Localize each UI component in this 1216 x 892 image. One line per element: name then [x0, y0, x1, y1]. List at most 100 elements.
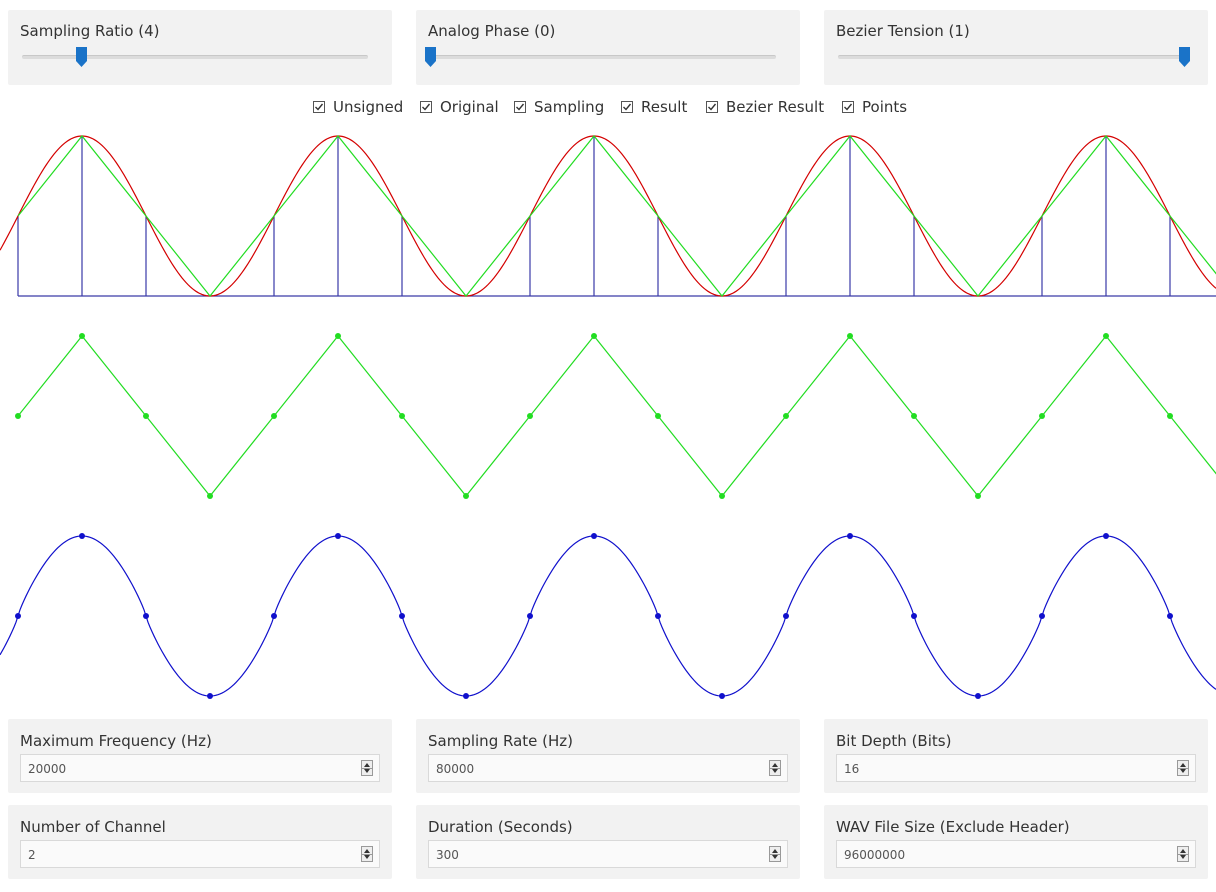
checkbox-unsigned[interactable]: Unsigned — [313, 96, 403, 118]
result-overlay-line — [17, 135, 1216, 297]
result-line — [17, 335, 1216, 497]
max-frequency-label: Maximum Frequency (Hz) — [20, 732, 212, 750]
result-point — [399, 413, 405, 419]
result-signal — [15, 333, 1216, 499]
wav-size-value: 96000000 — [844, 848, 906, 862]
result-point — [911, 413, 917, 419]
sampling-ratio-panel: Sampling Ratio (4) — [8, 10, 392, 85]
sampling-rate-label: Sampling Rate (Hz) — [428, 732, 573, 750]
max-frequency-input[interactable]: 20000 — [20, 754, 380, 782]
bezier-point — [527, 613, 533, 619]
result-point — [271, 413, 277, 419]
checkbox-original[interactable]: Original — [420, 96, 499, 118]
analog-phase-label: Analog Phase (0) — [428, 22, 556, 40]
max-frequency-panel: Maximum Frequency (Hz) 20000 — [8, 719, 392, 793]
spinner-arrows-icon[interactable] — [361, 846, 373, 862]
checkbox-bezier-result-label: Bezier Result — [726, 98, 825, 116]
checkbox-sampling-label: Sampling — [534, 98, 605, 116]
bezier-tension-label: Bezier Tension (1) — [836, 22, 970, 40]
bezier-point — [1103, 533, 1109, 539]
channels-label: Number of Channel — [20, 818, 166, 836]
checkbox-original-label: Original — [440, 98, 499, 116]
result-point — [655, 413, 661, 419]
result-point — [591, 333, 597, 339]
wav-size-panel: WAV File Size (Exclude Header) 96000000 — [824, 805, 1208, 879]
analog-phase-slider[interactable] — [425, 47, 776, 67]
bezier-point — [911, 613, 917, 619]
channels-value: 2 — [28, 848, 36, 862]
result-point — [719, 493, 725, 499]
duration-input[interactable]: 300 — [428, 840, 788, 868]
bezier-point — [1167, 613, 1173, 619]
bit-depth-label: Bit Depth (Bits) — [836, 732, 952, 750]
sampling-stems — [17, 136, 1216, 297]
display-options: Unsigned Original Sampling Result Bezier… — [0, 96, 1216, 118]
bezier-curve — [0, 535, 1216, 697]
bezier-point — [143, 613, 149, 619]
analog-phase-panel: Analog Phase (0) — [416, 10, 800, 85]
bit-depth-input[interactable]: 16 — [836, 754, 1196, 782]
result-point — [15, 413, 21, 419]
result-point — [463, 493, 469, 499]
bit-depth-value: 16 — [844, 762, 860, 776]
checkbox-bezier-result[interactable]: Bezier Result — [706, 96, 824, 118]
result-point — [143, 413, 149, 419]
bezier-point — [1039, 613, 1045, 619]
bezier-point — [399, 613, 405, 619]
bezier-tension-panel: Bezier Tension (1) — [824, 10, 1208, 85]
checkmark-icon[interactable] — [842, 101, 854, 113]
bezier-point — [79, 533, 85, 539]
bezier-point — [719, 693, 725, 699]
bezier-point — [271, 613, 277, 619]
channels-panel: Number of Channel 2 — [8, 805, 392, 879]
slider-thumb-icon[interactable] — [1179, 47, 1190, 67]
original-signal — [0, 135, 1216, 297]
wav-size-label: WAV File Size (Exclude Header) — [836, 818, 1070, 836]
checkmark-icon[interactable] — [706, 101, 718, 113]
bezier-point — [655, 613, 661, 619]
bezier-point — [463, 693, 469, 699]
spinner-arrows-icon[interactable] — [769, 846, 781, 862]
checkmark-icon[interactable] — [621, 101, 633, 113]
checkbox-unsigned-label: Unsigned — [333, 98, 404, 116]
result-point — [1167, 413, 1173, 419]
wav-size-input[interactable]: 96000000 — [836, 840, 1196, 868]
bit-depth-panel: Bit Depth (Bits) 16 — [824, 719, 1208, 793]
bezier-tension-slider[interactable] — [838, 47, 1190, 67]
result-point — [975, 493, 981, 499]
original-wave — [0, 135, 1216, 297]
waveform-canvas — [0, 135, 1216, 699]
spinner-arrows-icon[interactable] — [1177, 760, 1189, 776]
checkmark-icon[interactable] — [420, 101, 432, 113]
result-point — [847, 333, 853, 339]
result-point — [1039, 413, 1045, 419]
slider-thumb-icon[interactable] — [425, 47, 436, 67]
bezier-point — [591, 533, 597, 539]
bezier-point — [335, 533, 341, 539]
sampling-ratio-slider[interactable] — [22, 47, 368, 67]
channels-input[interactable]: 2 — [20, 840, 380, 868]
spinner-arrows-icon[interactable] — [1177, 846, 1189, 862]
bezier-point — [783, 613, 789, 619]
checkmark-icon[interactable] — [514, 101, 526, 113]
spinner-arrows-icon[interactable] — [361, 760, 373, 776]
sampling-rate-input[interactable]: 80000 — [428, 754, 788, 782]
checkbox-sampling[interactable]: Sampling — [514, 96, 604, 118]
result-point — [207, 493, 213, 499]
sampling-ratio-label: Sampling Ratio (4) — [20, 22, 160, 40]
checkbox-points[interactable]: Points — [842, 96, 907, 118]
sampling-rate-value: 80000 — [436, 762, 475, 776]
result-point — [527, 413, 533, 419]
checkmark-icon[interactable] — [313, 101, 325, 113]
spinner-arrows-icon[interactable] — [769, 760, 781, 776]
bezier-point — [207, 693, 213, 699]
slider-thumb-icon[interactable] — [75, 47, 87, 67]
result-point — [783, 413, 789, 419]
bezier-point — [975, 693, 981, 699]
bezier-result-signal — [0, 533, 1216, 699]
max-frequency-value: 20000 — [28, 762, 67, 776]
result-point — [335, 333, 341, 339]
result-point — [79, 333, 85, 339]
duration-label: Duration (Seconds) — [428, 818, 573, 836]
checkbox-result[interactable]: Result — [621, 96, 687, 118]
